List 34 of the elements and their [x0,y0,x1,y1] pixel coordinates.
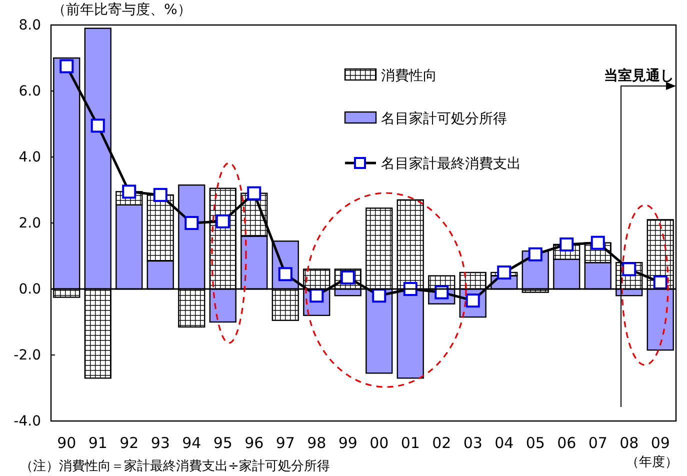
x-tick-label: 93 [150,434,170,452]
x-axis-title: （年度） [626,454,678,470]
legend-label: 消費性向 [381,68,437,84]
legend-label: 名目家計最終消費支出 [381,156,521,172]
x-tick-label: 94 [182,434,202,452]
x-tick-label: 97 [276,434,295,452]
x-tick-label: 04 [494,434,514,452]
annotation: 当室見通し [604,67,674,84]
x-tick-label: 98 [307,434,326,452]
x-tick-label: 05 [526,434,545,452]
x-tick-label: 00 [370,434,389,452]
x-tick-label: 01 [400,434,420,452]
y-tick-label: 4.0 [18,149,41,166]
x-tick-label: 90 [57,434,76,452]
y-tick-label: 0.0 [18,281,41,298]
x-tick-label: 09 [650,434,670,452]
x-tick-label: 08 [620,434,639,452]
text: （注）消費性向＝家計最終消費支出÷家計可処分所得 [20,458,330,474]
y-tick-label: -2.0 [14,347,41,364]
x-tick-label: 99 [338,434,358,452]
legend-label: 名目家計可処分所得 [381,111,507,127]
y-tick-label: -4.0 [14,413,41,430]
x-tick-label: 02 [432,434,452,452]
x-tick-label: 92 [120,434,139,452]
x-tick-label: 03 [463,434,482,452]
x-tick-label: 07 [588,434,608,452]
x-tick-label: 91 [88,434,108,452]
x-tick-label: 95 [213,434,232,452]
y-tick-label: 8.0 [18,17,41,34]
y-tick-label: 2.0 [18,215,41,232]
y-axis-title: （前年比寄与度、%） [52,2,192,18]
x-tick-label: 06 [557,434,576,452]
x-tick-label: 96 [244,434,264,452]
y-tick-label: 6.0 [18,83,41,100]
